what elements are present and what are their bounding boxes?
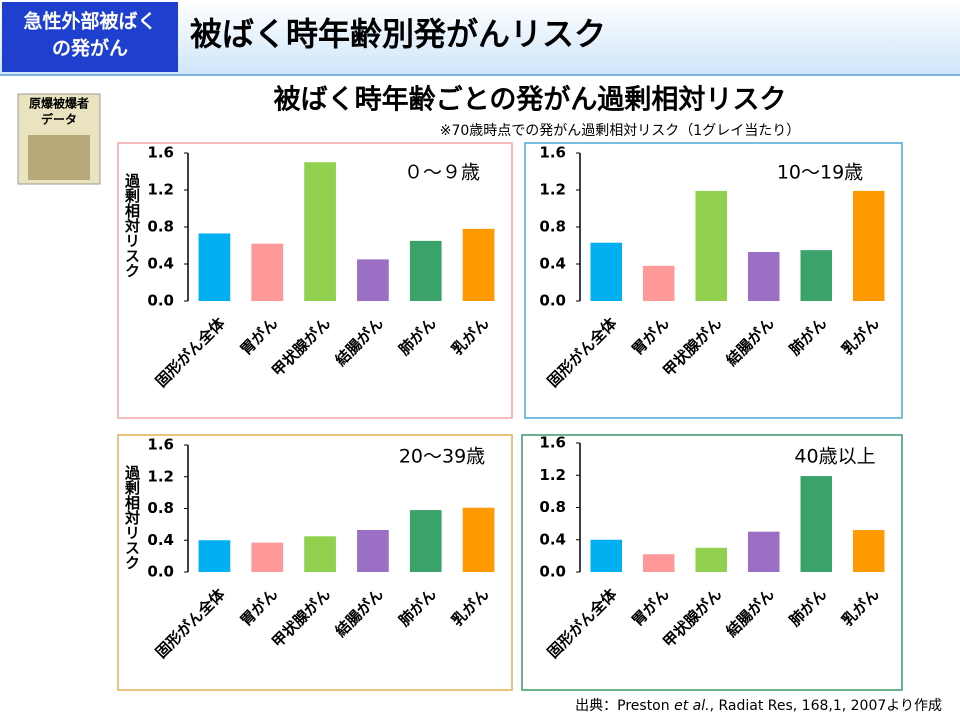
- chart-annotation: ０～９歳: [404, 162, 480, 184]
- bar: [409, 240, 442, 301]
- y-tick-label: 1.2: [147, 467, 174, 485]
- y-tick-label: 0.0: [147, 292, 174, 310]
- bar: [695, 547, 727, 572]
- bar: [198, 233, 231, 301]
- bar: [462, 507, 495, 572]
- source: 出典：Preston et al., Radiat Res, 168,1, 20…: [575, 698, 942, 714]
- y-tick-label: 0.8: [539, 498, 566, 516]
- source-part: , Radiat Res, 168,1, 2007より作成: [710, 698, 942, 714]
- bar: [357, 259, 389, 301]
- y-tick-label: 1.6: [147, 144, 174, 162]
- bar: [695, 190, 727, 301]
- y-axis-label: 過剰相対リスク: [123, 465, 141, 570]
- bar: [643, 554, 675, 572]
- y-tick-label: 0.4: [147, 531, 174, 549]
- y-tick-label: 1.2: [539, 181, 566, 199]
- y-tick-label: 0.8: [147, 218, 174, 236]
- badge-line: 急性外部被ばく: [23, 10, 156, 33]
- bar: [357, 529, 389, 572]
- y-tick-label: 1.6: [539, 434, 566, 452]
- note: ※70歳時点での発がん過剰相対リスク（1グレイ当たり）: [440, 123, 800, 139]
- badge-line: の発がん: [52, 37, 128, 60]
- y-tick-label: 0.4: [539, 530, 566, 548]
- bar: [748, 251, 780, 301]
- y-tick-label: 1.6: [539, 144, 566, 162]
- side-label: データ: [41, 112, 77, 127]
- bar: [853, 190, 885, 301]
- y-tick-label: 0.4: [539, 255, 566, 273]
- bar: [462, 228, 495, 301]
- icon-building: [28, 135, 90, 180]
- chart-frame: [521, 434, 903, 691]
- chart-frame: [524, 142, 903, 419]
- badge: [2, 2, 178, 72]
- bar: [800, 250, 832, 301]
- chart-annotation: 10～19歳: [777, 162, 863, 184]
- side-label: 原爆被爆者: [29, 96, 89, 111]
- bar: [198, 540, 231, 572]
- bar: [853, 530, 885, 572]
- bar: [590, 539, 622, 572]
- y-tick-label: 0.4: [147, 255, 174, 273]
- y-axis-label: 過剰相対リスク: [123, 173, 141, 278]
- y-tick-label: 1.6: [147, 436, 174, 454]
- y-tick-label: 0.0: [539, 563, 566, 581]
- source-part: 出典：Preston: [575, 698, 674, 714]
- bar: [251, 542, 284, 572]
- chart-frame: [117, 142, 513, 419]
- bar: [643, 265, 675, 301]
- bar: [590, 242, 622, 301]
- bar: [748, 531, 780, 572]
- chart-frame: [117, 434, 513, 691]
- bar: [409, 510, 442, 572]
- y-tick-label: 0.0: [539, 292, 566, 310]
- subtitle: 被ばく時年齢ごとの発がん過剰相対リスク: [274, 84, 787, 116]
- chart-annotation: 20～39歳: [399, 446, 485, 468]
- source-part: et al.: [674, 698, 709, 714]
- chart-annotation: 40歳以上: [794, 446, 875, 468]
- bar: [304, 162, 336, 301]
- y-tick-label: 1.2: [147, 181, 174, 199]
- bar: [800, 476, 832, 572]
- page-title: 被ばく時年齢別発がんリスク: [190, 15, 606, 53]
- y-tick-label: 0.0: [147, 563, 174, 581]
- bar: [304, 536, 336, 572]
- y-tick-label: 0.8: [539, 218, 566, 236]
- bar: [251, 243, 284, 301]
- y-tick-label: 0.8: [147, 499, 174, 517]
- y-tick-label: 1.2: [539, 466, 566, 484]
